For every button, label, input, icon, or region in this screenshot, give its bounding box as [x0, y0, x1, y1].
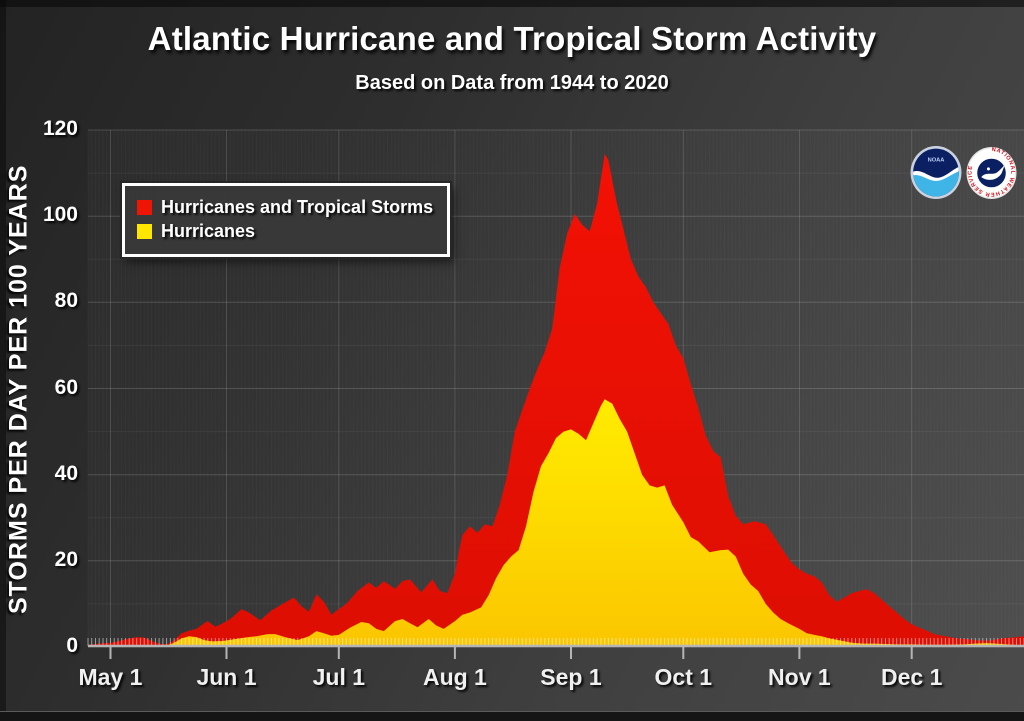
area-hurricanes: [88, 399, 1024, 647]
x-axis-tick-label: Nov 1: [768, 664, 831, 690]
top-edge-shading: [0, 0, 1024, 7]
area-hurricanes-and-tropical-storms: [88, 153, 1024, 647]
left-edge-shading: [0, 0, 6, 720]
y-axis-tick-label: 0: [66, 634, 78, 657]
y-axis-tick-label: 20: [54, 547, 78, 571]
chart-title: Atlantic Hurricane and Tropical Storm Ac…: [147, 20, 877, 57]
y-axis-tick-label: 40: [54, 461, 78, 485]
x-axis-tick-label: Jun 1: [196, 664, 257, 690]
bottom-edge-shading: [0, 711, 1024, 721]
x-axis-tick-label: Sep 1: [540, 664, 602, 690]
legend-swatch-yellow: [137, 224, 152, 239]
nws-logo: NATIONAL WEATHER SERVICE: [966, 146, 1017, 200]
x-axis-tick-label: Aug 1: [422, 664, 487, 690]
y-axis-tick-label: 100: [42, 203, 78, 227]
legend-label-storms: Hurricanes and Tropical Storms: [161, 197, 434, 217]
x-axis-tick-label: Dec 1: [880, 664, 943, 690]
x-axis-tick-label: Oct 1: [654, 664, 713, 690]
x-axis-tick-label: May 1: [78, 664, 143, 690]
y-axis-tick-label: 60: [54, 375, 78, 399]
y-axis-tick-label: 80: [54, 289, 78, 313]
legend-label-hurricanes: Hurricanes: [161, 221, 256, 241]
x-axis-tick-label: Jul 1: [312, 664, 366, 690]
legend: Hurricanes and Tropical Storms Hurricane…: [122, 183, 451, 257]
legend-item-hurricanes: Hurricanes: [137, 221, 433, 242]
chart-subtitle: Based on Data from 1944 to 2020: [355, 72, 669, 94]
storm-activity-area-chart: [87, 129, 1024, 659]
legend-swatch-red: [137, 200, 152, 215]
plot-area: [87, 129, 1024, 659]
y-axis-tick-label: 120: [42, 117, 78, 140]
legend-item-storms: Hurricanes and Tropical Storms: [137, 197, 433, 218]
noaa-logo: NOAA: [910, 145, 962, 200]
noaa-logo-text: NOAA: [928, 158, 945, 164]
